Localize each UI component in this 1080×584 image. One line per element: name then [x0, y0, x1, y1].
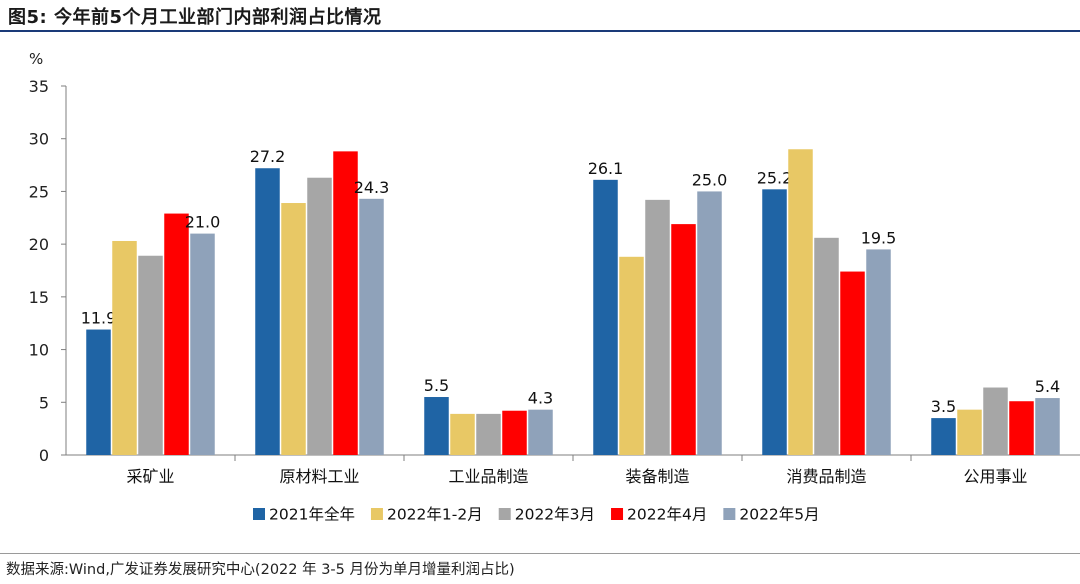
data-label: 26.1	[588, 159, 624, 178]
bar-2-3	[502, 410, 527, 455]
legend-swatch-4	[723, 508, 736, 520]
x-category-label: 装备制造	[625, 467, 689, 486]
bar-1-4	[359, 198, 384, 455]
bar-0-4	[190, 233, 215, 455]
x-category-label: 原材料工业	[279, 467, 359, 486]
data-label: 5.4	[1035, 377, 1060, 396]
data-label: 3.5	[931, 397, 956, 416]
bar-2-4	[528, 409, 553, 455]
bar-5-4	[1035, 398, 1060, 455]
data-label: 27.2	[250, 147, 286, 166]
bar-chart: % 0 5 10 15 20 25 30 35 11.9 21.0 采矿业 27.2 24.3 原材料工业 5…	[29, 50, 1080, 524]
y-tick-label: 30	[29, 130, 49, 149]
y-tick-label: 5	[39, 393, 49, 412]
bar-2-1	[450, 413, 475, 455]
source-divider	[0, 553, 1080, 554]
bar-4-1	[788, 149, 813, 455]
data-label: 24.3	[354, 178, 390, 197]
bar-2-0	[424, 397, 449, 455]
data-label: 21.0	[185, 213, 221, 232]
x-category-label: 采矿业	[126, 467, 174, 486]
y-tick-label: 25	[29, 182, 49, 201]
y-tick-label: 10	[29, 341, 49, 360]
bar-4-3	[840, 271, 865, 455]
data-label: 19.5	[861, 228, 897, 247]
data-label: 4.3	[528, 389, 553, 408]
bar-1-1	[281, 203, 306, 455]
bar-2-2	[476, 413, 501, 455]
legend-label-3: 2022年4月	[627, 506, 707, 524]
data-label: 11.9	[81, 309, 117, 328]
y-tick-label: 20	[29, 235, 49, 254]
bar-0-1	[112, 240, 137, 455]
data-label: 25.0	[692, 170, 728, 189]
bar-4-0	[762, 189, 787, 455]
legend-label-0: 2021年全年	[269, 506, 355, 524]
legend-swatch-0	[253, 508, 265, 520]
legend-label-1: 2022年1-2月	[387, 506, 483, 524]
bar-3-1	[619, 256, 644, 455]
bar-1-2	[307, 177, 332, 456]
data-label: 25.2	[757, 168, 793, 187]
y-tick-label: 35	[29, 77, 49, 96]
title-divider	[0, 30, 1080, 32]
figure-title: 图5: 今年前5个月工业部门内部利润占比情况	[8, 7, 382, 28]
x-category-label: 公用事业	[963, 467, 1027, 486]
source-note: 数据来源:Wind,广发证券发展研究中心(2022 年 3-5 月份为单月增量利…	[6, 562, 515, 578]
legend-swatch-2	[498, 508, 511, 520]
bar-3-4	[697, 191, 722, 455]
y-axis-unit-label: %	[29, 50, 43, 68]
bar-0-3	[164, 213, 189, 455]
bar-1-3	[333, 151, 358, 455]
bar-5-2	[983, 387, 1008, 455]
bar-5-3	[1009, 401, 1034, 455]
bar-4-4	[866, 249, 891, 455]
bar-3-0	[593, 179, 618, 455]
legend-label-4: 2022年5月	[739, 506, 819, 524]
x-category-label: 消费品制造	[786, 467, 866, 486]
bar-4-2	[814, 237, 839, 455]
bar-0-2	[138, 255, 163, 455]
y-tick-label: 0	[39, 446, 49, 465]
legend-label-2: 2022年3月	[515, 506, 595, 524]
bar-3-3	[671, 224, 696, 455]
bar-0-0	[86, 329, 111, 455]
legend-swatch-3	[611, 508, 624, 520]
bar-5-0	[931, 418, 956, 455]
bar-1-0	[255, 168, 280, 455]
bar-3-2	[645, 199, 670, 455]
y-tick-label: 15	[29, 288, 49, 307]
legend-swatch-1	[370, 508, 383, 520]
data-label: 5.5	[424, 376, 449, 395]
bar-5-1	[957, 409, 982, 455]
x-category-label: 工业品制造	[448, 467, 528, 486]
